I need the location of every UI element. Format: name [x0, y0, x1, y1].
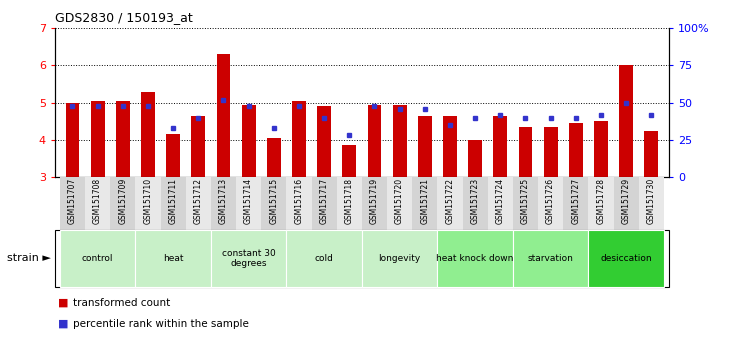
Bar	[518, 127, 532, 177]
Bar	[91, 101, 105, 177]
Text: GSM151713: GSM151713	[219, 178, 228, 224]
Text: GSM151717: GSM151717	[319, 178, 329, 224]
Bar	[513, 230, 588, 287]
Bar	[418, 116, 432, 177]
Bar	[166, 134, 180, 177]
Text: GSM151721: GSM151721	[420, 178, 429, 224]
Text: GSM151724: GSM151724	[496, 178, 505, 224]
Bar	[613, 177, 639, 230]
Text: GSM151730: GSM151730	[647, 178, 656, 224]
Bar	[619, 65, 633, 177]
Bar	[110, 177, 135, 230]
Text: GSM151715: GSM151715	[269, 178, 279, 224]
Bar	[563, 177, 588, 230]
Bar	[261, 177, 287, 230]
Bar	[192, 116, 205, 177]
Text: constant 30
degrees: constant 30 degrees	[221, 249, 276, 268]
Text: GSM151712: GSM151712	[194, 178, 202, 224]
Bar	[216, 54, 230, 177]
Text: cold: cold	[314, 254, 333, 263]
Bar	[135, 230, 211, 287]
Bar	[236, 177, 261, 230]
Text: GSM151727: GSM151727	[571, 178, 580, 224]
Text: GSM151708: GSM151708	[93, 178, 102, 224]
Text: GDS2830 / 150193_at: GDS2830 / 150193_at	[55, 11, 192, 24]
Text: GSM151709: GSM151709	[118, 178, 127, 224]
Bar	[488, 177, 513, 230]
Bar	[211, 230, 287, 287]
Bar	[588, 230, 664, 287]
Bar	[493, 116, 507, 177]
Bar	[66, 103, 80, 177]
Text: ■: ■	[58, 298, 69, 308]
Bar	[337, 177, 362, 230]
Bar	[55, 230, 669, 287]
Bar	[292, 101, 306, 177]
Bar	[317, 106, 331, 177]
Bar	[135, 177, 161, 230]
Bar	[437, 177, 463, 230]
Text: GSM151722: GSM151722	[445, 178, 455, 224]
Bar	[468, 140, 482, 177]
Bar	[362, 177, 387, 230]
Text: control: control	[82, 254, 113, 263]
Text: heat: heat	[163, 254, 183, 263]
Bar	[644, 131, 658, 177]
Text: GSM151718: GSM151718	[345, 178, 354, 224]
Bar	[544, 127, 558, 177]
Text: GSM151729: GSM151729	[621, 178, 631, 224]
Text: strain ►: strain ►	[7, 253, 51, 263]
Bar	[267, 138, 281, 177]
Bar	[287, 177, 311, 230]
Text: heat knock down: heat knock down	[436, 254, 514, 263]
Bar	[60, 177, 85, 230]
Text: GSM151720: GSM151720	[395, 178, 404, 224]
Text: GSM151707: GSM151707	[68, 178, 77, 224]
Bar	[569, 123, 583, 177]
Bar	[463, 177, 488, 230]
Text: GSM151728: GSM151728	[596, 178, 605, 224]
Bar	[342, 145, 356, 177]
Bar	[639, 177, 664, 230]
Bar	[115, 101, 129, 177]
Text: transformed count: transformed count	[73, 298, 170, 308]
Bar	[211, 177, 236, 230]
Text: starvation: starvation	[528, 254, 574, 263]
Bar	[412, 177, 437, 230]
Text: GSM151716: GSM151716	[295, 178, 303, 224]
Text: GSM151710: GSM151710	[143, 178, 153, 224]
Bar	[588, 177, 613, 230]
Text: ■: ■	[58, 319, 69, 329]
Text: percentile rank within the sample: percentile rank within the sample	[73, 319, 249, 329]
Bar	[538, 177, 563, 230]
Text: GSM151714: GSM151714	[244, 178, 253, 224]
Text: GSM151725: GSM151725	[521, 178, 530, 224]
Bar	[393, 104, 406, 177]
Bar	[443, 116, 457, 177]
Bar	[387, 177, 412, 230]
Bar	[85, 177, 110, 230]
Bar	[368, 104, 382, 177]
Bar	[311, 177, 337, 230]
Text: GSM151719: GSM151719	[370, 178, 379, 224]
Bar	[161, 177, 186, 230]
Text: GSM151711: GSM151711	[169, 178, 178, 224]
Bar	[186, 177, 211, 230]
Bar	[513, 177, 538, 230]
Bar	[141, 92, 155, 177]
Bar	[287, 230, 362, 287]
Text: longevity: longevity	[379, 254, 421, 263]
Bar	[60, 230, 135, 287]
Text: GSM151726: GSM151726	[546, 178, 555, 224]
Bar	[362, 230, 437, 287]
Bar	[242, 104, 256, 177]
Text: GSM151723: GSM151723	[471, 178, 480, 224]
Text: desiccation: desiccation	[600, 254, 652, 263]
Bar	[437, 230, 513, 287]
Bar	[594, 121, 608, 177]
